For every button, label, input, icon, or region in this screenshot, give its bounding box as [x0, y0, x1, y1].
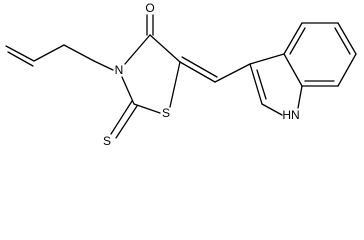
bond [334, 27, 351, 55]
atom-label: S [103, 134, 111, 148]
bond [283, 53, 303, 87]
bond [33, 44, 65, 62]
bond [133, 103, 161, 114]
bond [256, 69, 267, 100]
molecule: O N S S HN [5, 1, 357, 148]
bond [169, 61, 181, 108]
bond [5, 45, 35, 62]
bond [249, 53, 285, 65]
bond [110, 100, 133, 135]
bond [289, 27, 306, 55]
bonds [5, 14, 357, 139]
bond [249, 63, 263, 105]
bond [179, 61, 216, 83]
bond [93, 60, 114, 71]
bond [337, 22, 357, 55]
bond [181, 56, 218, 78]
bond [63, 44, 95, 62]
atom-label: N [115, 63, 124, 77]
bond [149, 34, 181, 63]
bond [124, 34, 151, 65]
bond [121, 76, 135, 105]
bond [283, 22, 303, 55]
atom-label: S [162, 106, 170, 120]
bond [214, 63, 251, 83]
bond [297, 85, 303, 109]
atom-label: HN [282, 108, 299, 122]
bond [115, 105, 138, 139]
bond [7, 51, 34, 67]
bond [337, 53, 357, 87]
atom-label: O [145, 1, 154, 15]
bond [261, 103, 283, 116]
